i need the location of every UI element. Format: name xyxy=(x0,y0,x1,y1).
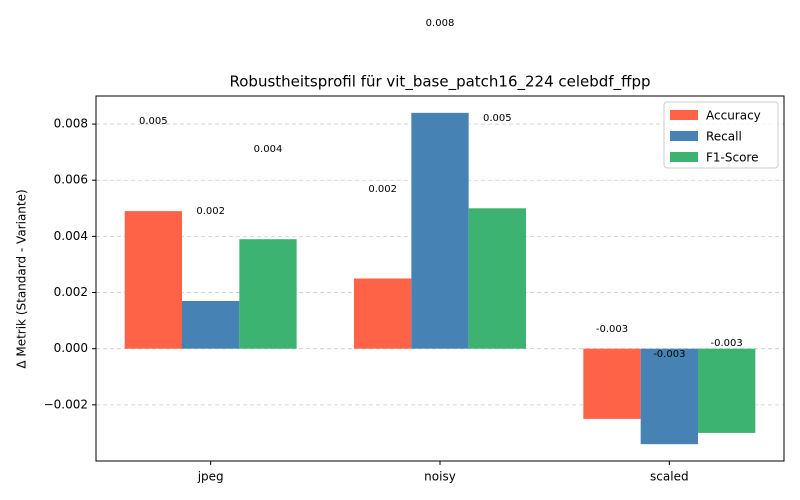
legend-label: F1-Score xyxy=(706,151,758,165)
legend: Accuracy Recall F1-Score xyxy=(663,101,779,169)
value-label: -0.003 xyxy=(653,349,685,360)
y-tick-label: 0.006 xyxy=(54,173,88,187)
bar xyxy=(411,112,469,349)
value-label: 0.004 xyxy=(254,144,283,155)
value-label: -0.003 xyxy=(711,338,743,349)
bar xyxy=(354,278,412,349)
y-tick-label: 0.008 xyxy=(54,117,88,131)
bar xyxy=(239,239,297,349)
y-tick-label: −0.002 xyxy=(44,397,88,411)
value-label: 0.002 xyxy=(368,184,397,195)
legend-label: Accuracy xyxy=(706,109,761,123)
bar xyxy=(640,348,698,445)
y-tick-label: 0.004 xyxy=(54,229,88,243)
value-label: 0.008 xyxy=(426,18,455,29)
value-label: -0.003 xyxy=(596,324,628,335)
x-tick-label: noisy xyxy=(424,470,456,484)
x-tick-label: scaled xyxy=(650,470,689,484)
plot-frame xyxy=(95,95,785,462)
legend-swatch xyxy=(670,110,698,120)
bar xyxy=(583,348,641,419)
chart-title: Robustheitsprofil für vit_base_patch16_2… xyxy=(230,73,651,92)
y-tick-label: 0.000 xyxy=(54,341,88,355)
y-tick-label: 0.002 xyxy=(54,285,88,299)
bar xyxy=(468,208,526,349)
value-label: 0.005 xyxy=(483,113,512,124)
legend-swatch xyxy=(670,131,698,141)
value-label: 0.005 xyxy=(139,116,168,127)
x-tick-label: jpeg xyxy=(197,470,224,484)
bar xyxy=(124,211,182,349)
bar xyxy=(698,348,756,433)
bar xyxy=(182,300,240,349)
y-axis-label: Δ Metrik (Standard - Variante) xyxy=(15,189,29,368)
legend-swatch xyxy=(670,152,698,162)
legend-label: Recall xyxy=(706,130,742,144)
value-label: 0.002 xyxy=(196,206,225,217)
